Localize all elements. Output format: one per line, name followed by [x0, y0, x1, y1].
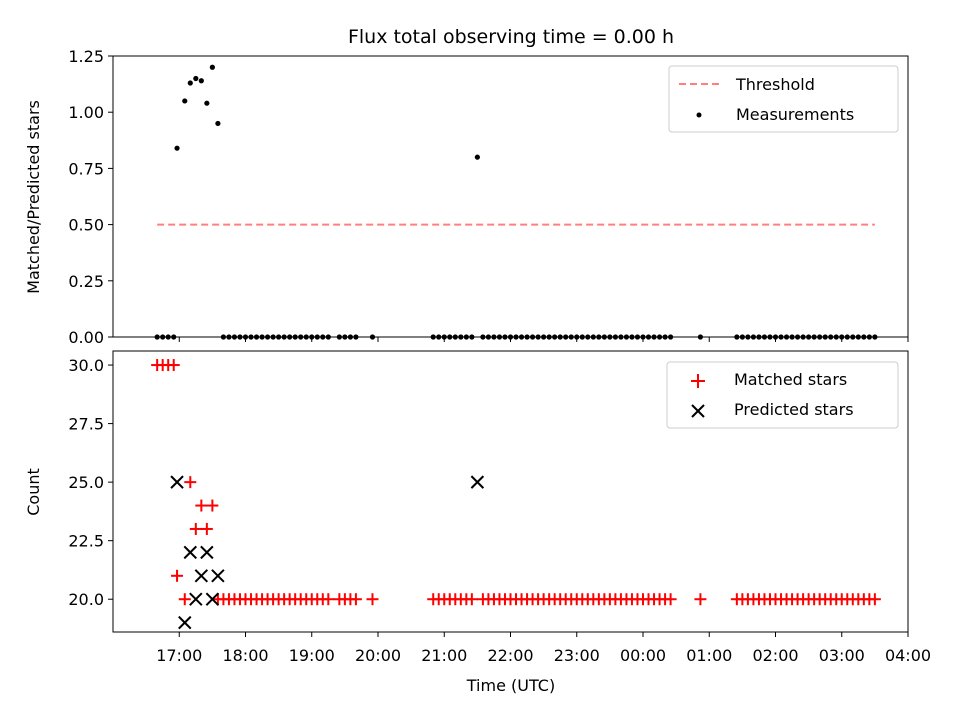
matched-star-point	[200, 522, 213, 535]
top-y-tick-label: 0.00	[68, 328, 104, 347]
legend-matched-swatch	[691, 374, 705, 388]
top-y-tick-label: 1.25	[68, 47, 104, 66]
top-y-axis: 0.00 0.25 0.50 0.75 1.00 1.25	[68, 47, 113, 347]
x-tick-label: 18:00	[222, 646, 268, 665]
top-y-tick-label: 0.25	[68, 272, 104, 291]
predicted-star-point	[189, 592, 203, 606]
measurement-point	[193, 75, 199, 82]
measurement-point	[209, 64, 215, 70]
bottom-panel: 20.0 22.5 25.0 27.5 30.0 17:00 18:00 19:00 20:0…	[24, 350, 931, 695]
x-tick-label: 20:00	[355, 646, 401, 665]
bottom-plot-area	[151, 359, 881, 630]
legend-predicted-label: Predicted stars	[734, 400, 854, 419]
matched-star-point	[171, 569, 184, 582]
x-tick-label: 00:00	[620, 646, 666, 665]
measurement-point	[198, 78, 204, 84]
predicted-star-point	[205, 592, 220, 606]
top-x-ticks	[178, 337, 909, 342]
bottom-y-tick-label: 20.0	[68, 590, 104, 609]
x-tick-label: 02:00	[752, 646, 798, 665]
matched-star-point	[184, 476, 197, 489]
measurement-point	[187, 80, 193, 86]
legend-measurements-label: Measurements	[736, 105, 854, 124]
predicted-star-point	[170, 475, 184, 489]
matched-star-point	[694, 593, 707, 606]
matched-star-point	[195, 499, 208, 512]
predicted-star-point	[194, 569, 209, 583]
x-tick-label: 21:00	[421, 646, 467, 665]
x-tick-label: 19:00	[289, 646, 335, 665]
predicted-star-point	[178, 615, 192, 630]
x-axis-label: Time (UTC)	[466, 676, 555, 695]
top-y-axis-label: Matched/Predicted stars	[24, 100, 43, 294]
matched-star-point	[189, 522, 202, 535]
measurement-point	[474, 154, 480, 160]
bottom-y-axis: 20.0 22.5 25.0 27.5 30.0	[68, 356, 113, 609]
measurement-point	[182, 98, 188, 104]
matched-star-point	[167, 359, 180, 372]
predicted-star-point	[211, 569, 225, 583]
matched-star-point	[322, 593, 335, 606]
bottom-y-axis-label: Count	[24, 468, 43, 516]
predicted-star-point	[470, 475, 485, 489]
x-tick-label: 23:00	[554, 646, 600, 665]
x-tick-label: 22:00	[487, 646, 533, 665]
bottom-legend: Matched stars Predicted stars	[666, 361, 899, 429]
legend-matched-label: Matched stars	[734, 370, 847, 389]
legend-threshold-label: Threshold	[735, 75, 815, 94]
top-y-tick-label: 0.50	[68, 216, 104, 235]
legend-measurements-swatch	[696, 112, 702, 118]
top-y-tick-label: 0.75	[68, 159, 104, 178]
matched-star-point	[206, 499, 219, 512]
legend-predicted-swatch	[691, 404, 705, 418]
top-legend: Threshold Measurements	[668, 65, 899, 133]
x-tick-label: 17:00	[156, 646, 202, 665]
predicted-star-point	[200, 545, 214, 560]
matched-star-point	[178, 593, 191, 606]
matched-star-point	[349, 593, 362, 606]
matched-star-point	[664, 593, 677, 606]
measurement-point	[215, 120, 221, 127]
measurement-point	[174, 145, 180, 151]
bottom-y-tick-label: 22.5	[68, 532, 104, 551]
matched-star-point	[465, 593, 478, 606]
x-tick-label: 03:00	[819, 646, 865, 665]
top-y-tick-label: 1.00	[68, 103, 104, 122]
x-tick-label: 01:00	[686, 646, 732, 665]
top-panel: 0.00 0.25 0.50 0.75 1.00 1.25 Matched/Predict…	[24, 47, 909, 347]
x-tick-label: 04:00	[885, 646, 931, 665]
matched-star-point	[868, 593, 881, 606]
figure-title: Flux total observing time = 0.00 h	[348, 26, 674, 48]
bottom-y-tick-label: 27.5	[68, 415, 104, 434]
bottom-y-tick-label: 25.0	[68, 473, 104, 492]
bottom-y-tick-label: 30.0	[68, 356, 104, 375]
predicted-star-point	[183, 545, 197, 560]
bottom-x-axis: 17:00 18:00 19:00 20:00 21:00 22:00 23:00 00:00…	[156, 632, 931, 665]
matched-star-point	[366, 593, 379, 606]
measurement-point	[204, 100, 210, 106]
